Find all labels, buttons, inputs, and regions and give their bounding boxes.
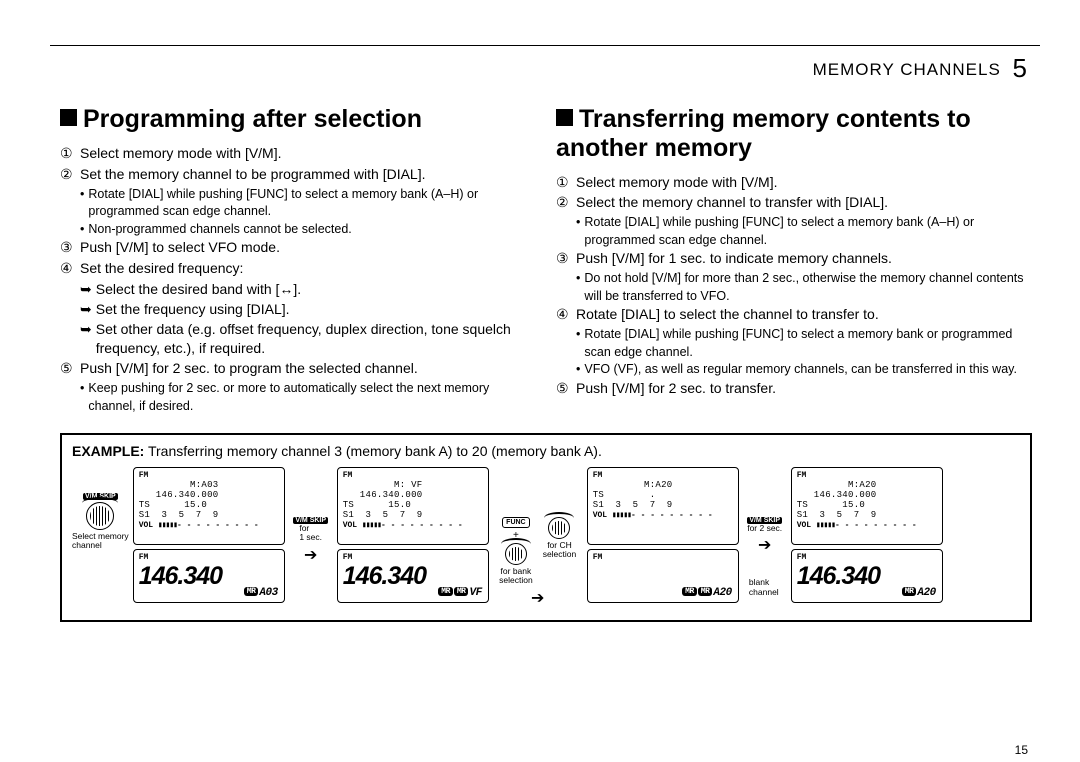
- heading-transferring: Transferring memory contents to another …: [556, 105, 1032, 163]
- display-4: FM M:A20 146.340.000 TS 15.0 S1 3 5 7 9 …: [791, 467, 943, 603]
- func-key: FUNC: [502, 517, 529, 528]
- page-header: MEMORY CHANNELS 5: [813, 53, 1028, 84]
- example-title: EXAMPLE: Transferring memory channel 3 (…: [72, 443, 1020, 459]
- dial-icon: [505, 543, 527, 565]
- display-row: V/M SKIP Select memorychannel FM M:A03 1…: [72, 467, 1020, 610]
- arrow-icon: ➔: [304, 545, 317, 565]
- page-number: 15: [1015, 743, 1028, 757]
- chapter-number: 5: [1013, 53, 1028, 83]
- display-1: FM M:A03 146.340.000 TS 15.0 S1 3 5 7 9 …: [133, 467, 285, 603]
- display-2: FM M: VF 146.340.000 TS 15.0 S1 3 5 7 9 …: [337, 467, 489, 603]
- arrow-icon: ➔: [758, 535, 771, 555]
- header-title: MEMORY CHANNELS: [813, 60, 1001, 79]
- select-memory-note: Select memorychannel: [72, 532, 129, 551]
- dial-icon: [86, 502, 114, 530]
- display-3: FM M:A20 TS . S1 3 5 7 9 VOL ▮▮▮▮▮- - - …: [587, 467, 739, 603]
- arrow-icon: ➔: [531, 588, 544, 608]
- dial-icon: [548, 517, 570, 539]
- example-box: EXAMPLE: Transferring memory channel 3 (…: [60, 433, 1032, 622]
- right-column: Transferring memory contents to another …: [556, 105, 1032, 415]
- left-column: Programming after selection ①Select memo…: [60, 105, 536, 415]
- heading-programming: Programming after selection: [60, 105, 536, 134]
